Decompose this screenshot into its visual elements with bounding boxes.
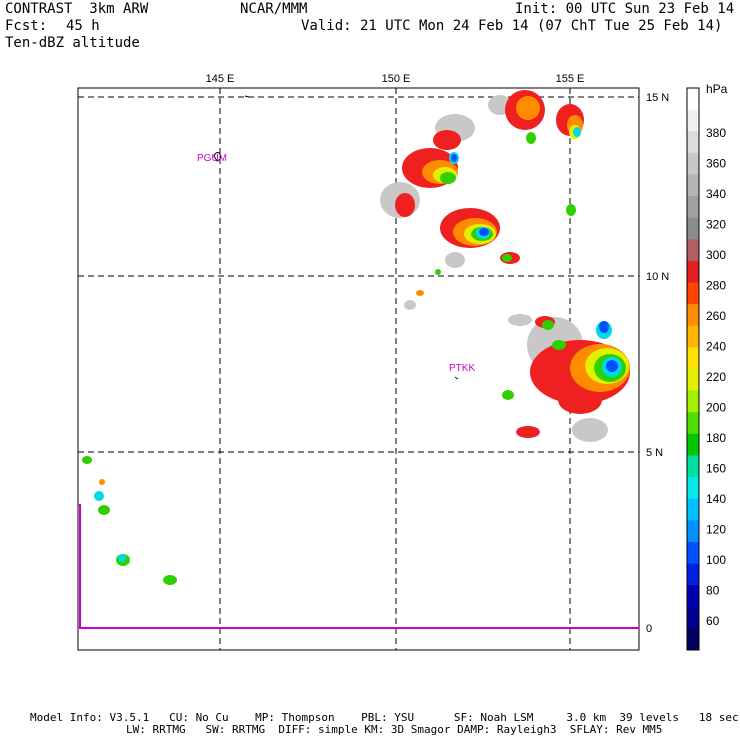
colorbar-tick-label: 60 — [706, 614, 720, 628]
lat-label-5n: 5 N — [646, 447, 663, 459]
colorbar-swatch — [687, 563, 699, 586]
colorbar-swatch — [687, 433, 699, 456]
colorbar-swatch — [687, 520, 699, 543]
colorbar-frame — [686, 87, 700, 651]
map-gridlines — [78, 88, 639, 650]
colorbar-swatch — [687, 109, 699, 132]
coastlines — [213, 95, 459, 380]
colorbar-swatch — [687, 628, 699, 651]
forecast-label: Fcst: — [5, 18, 48, 34]
colorbar-swatch — [687, 585, 699, 608]
organization: NCAR/MMM — [240, 1, 308, 17]
colorbar-swatch — [687, 152, 699, 175]
colorbar-tick-label: 260 — [706, 309, 726, 323]
colorbar-swatch — [687, 347, 699, 370]
colorbar-swatch — [687, 282, 699, 305]
colorbar-tick-label: 120 — [706, 523, 726, 537]
colorbar-swatch — [687, 390, 699, 413]
init-time: Init: 00 UTC Sun 23 Feb 14 — [515, 1, 735, 17]
lon-label-155: 155 E — [556, 73, 585, 85]
colorbar-swatch — [687, 174, 699, 197]
colorbar-tick-label: 360 — [706, 157, 726, 171]
colorbar — [686, 87, 700, 651]
lat-label-15n: 15 N — [646, 92, 669, 104]
colorbar-swatch — [687, 304, 699, 327]
footer-model-info-line1: Model Info: V3.5.1 CU: No Cu MP: Thompso… — [30, 711, 739, 724]
colorbar-labels: 380 360 340 320 300 280 260 240 220 200 180 160 140 1… — [706, 126, 726, 628]
valid-time: Valid: 21 UTC Mon 24 Feb 14 (07 ChT Tue … — [301, 18, 723, 34]
colorbar-tick-label: 100 — [706, 553, 726, 567]
colorbar-tick-label: 160 — [706, 462, 726, 476]
colorbar-tick-label: 340 — [706, 187, 726, 201]
colorbar-tick-label: 140 — [706, 492, 726, 506]
colorbar-swatch — [687, 88, 699, 111]
forecast-hour: 45 h — [66, 18, 100, 34]
colorbar-swatch — [687, 412, 699, 435]
colorbar-swatch — [687, 131, 699, 154]
colorbar-tick-label: 180 — [706, 431, 726, 445]
model-name: CONTRAST 3km ARW — [5, 1, 149, 17]
colorbar-swatch — [687, 239, 699, 262]
colorbar-swatch — [687, 217, 699, 240]
reflectivity-shading — [82, 90, 630, 585]
colorbar-tick-label: 80 — [706, 584, 720, 598]
colorbar-tick-label: 300 — [706, 248, 726, 262]
colorbar-tick-label: 220 — [706, 370, 726, 384]
lat-label-10n: 10 N — [646, 271, 669, 283]
field-name: Ten-dBZ altitude — [5, 35, 140, 51]
colorbar-swatch — [687, 325, 699, 348]
footer-model-info-line2: LW: RRTMG SW: RRTMG DIFF: simple KM: 3D … — [126, 723, 663, 736]
colorbar-tick-label: 320 — [706, 218, 726, 232]
colorbar-swatch — [687, 455, 699, 478]
colorbar-swatch — [687, 541, 699, 565]
colorbar-tick-label: 200 — [706, 401, 726, 415]
colorbar-swatch — [687, 498, 699, 521]
colorbar-swatch — [687, 260, 699, 284]
colorbar-tick-label: 280 — [706, 279, 726, 293]
colorbar-swatch — [687, 606, 699, 629]
colorbar-swatch — [687, 369, 699, 392]
colorbar-swatch — [687, 477, 699, 500]
boundary-lines — [78, 504, 639, 629]
colorbar-tick-label: 240 — [706, 340, 726, 354]
lon-label-150: 150 E — [382, 73, 411, 85]
colorbar-swatch — [687, 196, 699, 219]
colorbar-tick-label: 380 — [706, 126, 726, 140]
station-label-ptkk: PTKK — [449, 363, 475, 374]
station-label-pgum: PGUM — [197, 153, 227, 164]
lat-label-equator: 0 — [646, 623, 652, 635]
lon-label-145: 145 E — [206, 73, 235, 85]
colorbar-unit: hPa — [706, 82, 728, 96]
